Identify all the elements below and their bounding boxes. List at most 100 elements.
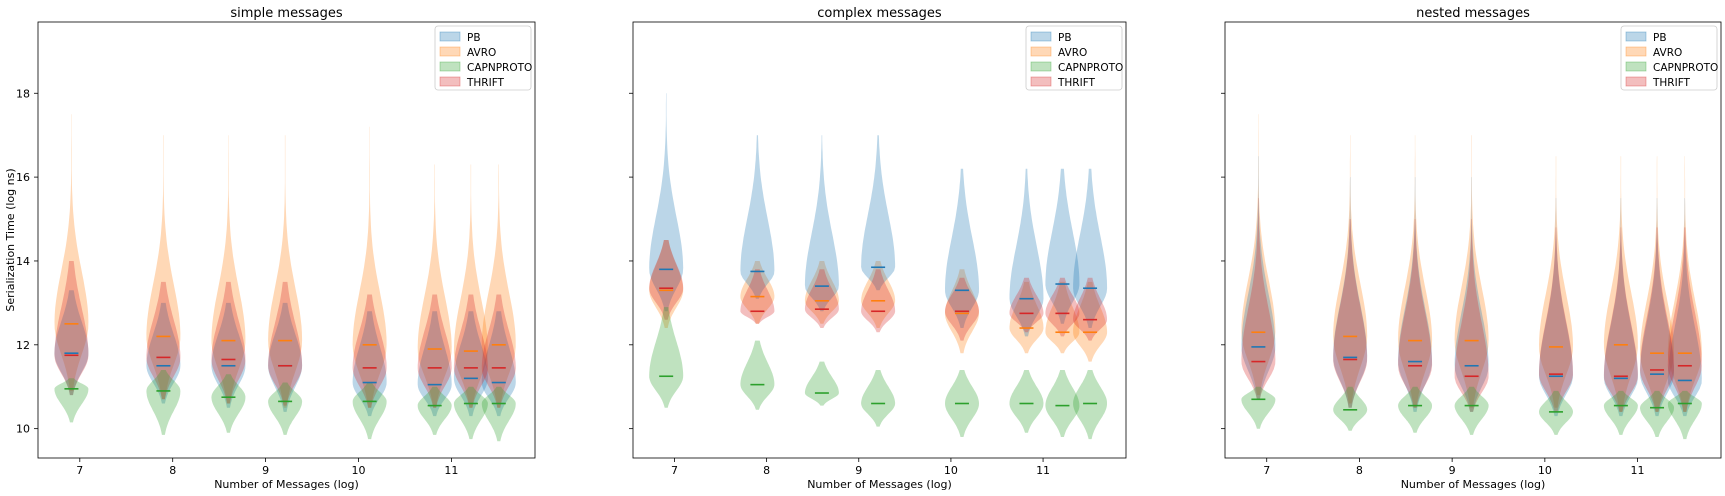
legend: PB AVRO CAPNPROTO THRIFT bbox=[1025, 25, 1123, 91]
violin-thrift bbox=[481, 294, 516, 408]
violin-capnproto bbox=[740, 340, 775, 410]
x-tick-label: 11 bbox=[444, 464, 458, 477]
violin-pb bbox=[1539, 198, 1573, 417]
violin-avro bbox=[1454, 135, 1489, 408]
violin-capnproto bbox=[1241, 386, 1276, 429]
violin-avro bbox=[481, 164, 516, 408]
violin-avro bbox=[211, 135, 246, 404]
violin-avro bbox=[1073, 281, 1108, 362]
violin-thrift bbox=[1045, 277, 1080, 337]
legend-swatch-pb bbox=[439, 31, 461, 42]
x-tick-label: 9 bbox=[1449, 464, 1456, 477]
axes-frame bbox=[37, 21, 536, 459]
chart-title: nested messages bbox=[1416, 6, 1530, 21]
violin-avro bbox=[861, 261, 896, 328]
violin-capnproto bbox=[649, 307, 684, 408]
y-tick-label: 12 bbox=[16, 339, 30, 352]
violin-pb bbox=[649, 93, 684, 312]
violin-avro bbox=[352, 126, 387, 408]
violin-thrift bbox=[649, 240, 684, 320]
legend-swatch-capnproto bbox=[1030, 61, 1052, 72]
violin-pb bbox=[1603, 198, 1638, 417]
chart-panel-2: 7 8 9 10 11 complex messages Number of Message… bbox=[629, 6, 1127, 491]
violin-avro bbox=[804, 261, 839, 324]
violin-avro bbox=[1667, 156, 1702, 412]
violin-pb bbox=[861, 135, 896, 291]
x-tick-label: 10 bbox=[944, 464, 958, 477]
violin-pb bbox=[740, 135, 775, 299]
violin-capnproto bbox=[1539, 390, 1573, 435]
legend-swatch-thrift bbox=[439, 76, 461, 87]
legend-label-thrift: THRIFT bbox=[466, 77, 505, 89]
x-tick-label: 8 bbox=[763, 464, 770, 477]
x-tick-label: 9 bbox=[855, 464, 862, 477]
violin-thrift bbox=[146, 281, 181, 400]
y-tick-label: 14 bbox=[16, 255, 30, 268]
x-axis-label: Number of Messages (log) bbox=[1401, 478, 1546, 491]
violin-capnproto bbox=[417, 386, 452, 435]
violin-pb bbox=[1667, 198, 1702, 417]
x-axis-label: Number of Messages (log) bbox=[214, 478, 359, 491]
violin-avro bbox=[146, 135, 181, 400]
violin-thrift bbox=[1009, 277, 1044, 333]
violin-avro bbox=[268, 135, 303, 408]
violin-capnproto bbox=[54, 378, 89, 423]
x-axis-label: Number of Messages (log) bbox=[807, 478, 952, 491]
y-axis-label: Serialization Time (log ns) bbox=[4, 168, 17, 311]
violin-thrift bbox=[268, 281, 303, 406]
y-tick-label: 16 bbox=[16, 171, 30, 184]
violin-thrift bbox=[352, 294, 387, 408]
x-tick-label: 11 bbox=[1036, 464, 1050, 477]
violin-pb bbox=[352, 311, 387, 417]
violin-thrift bbox=[1333, 219, 1368, 408]
violin-capnproto bbox=[1603, 390, 1638, 435]
legend-swatch-pb bbox=[1030, 31, 1052, 42]
x-tick-label: 7 bbox=[671, 464, 678, 477]
violin-thrift bbox=[1398, 219, 1433, 408]
violin-avro bbox=[417, 164, 452, 408]
legend-swatch-pb bbox=[1625, 31, 1647, 42]
violin-pb bbox=[1009, 168, 1044, 337]
violin-pb bbox=[481, 311, 516, 417]
violin-pb bbox=[1640, 198, 1674, 417]
legend-swatch-capnproto bbox=[1625, 61, 1647, 72]
x-tick-label: 7 bbox=[76, 464, 83, 477]
violin-pb bbox=[1454, 177, 1489, 412]
violin-capnproto bbox=[1398, 386, 1432, 433]
violin-avro bbox=[1640, 156, 1674, 412]
legend-swatch-thrift bbox=[1030, 76, 1052, 87]
x-tick-label: 7 bbox=[1263, 464, 1270, 477]
violin-pb bbox=[417, 311, 452, 417]
x-tick-label: 8 bbox=[169, 464, 176, 477]
violin-thrift bbox=[1241, 198, 1276, 400]
violin-avro bbox=[54, 114, 89, 391]
legend-label-capnproto: CAPNPROTO bbox=[1653, 62, 1718, 74]
chart-panel-3: 7 8 9 10 11 nested messages Number of Messages… bbox=[1221, 6, 1722, 491]
violin-pb bbox=[804, 135, 839, 312]
legend-label-avro: AVRO bbox=[1653, 47, 1682, 59]
violin-avro bbox=[1603, 156, 1638, 412]
legend-swatch-avro bbox=[1030, 46, 1052, 57]
chart-title: complex messages bbox=[817, 6, 942, 21]
legend-box bbox=[1025, 25, 1123, 91]
violin-capnproto bbox=[1454, 386, 1489, 435]
violin-pb bbox=[268, 302, 303, 412]
violin-capnproto bbox=[268, 382, 303, 435]
violin-avro bbox=[1241, 114, 1276, 396]
violin-pb bbox=[54, 290, 89, 396]
y-tick-label: 18 bbox=[16, 87, 30, 100]
violin-pb bbox=[1398, 177, 1432, 412]
violin-pb bbox=[453, 311, 488, 417]
legend-label-pb: PB bbox=[1058, 32, 1072, 44]
violin-thrift bbox=[804, 269, 839, 328]
legend-label-pb: PB bbox=[1653, 32, 1667, 44]
violin-thrift bbox=[54, 261, 89, 396]
legend-box bbox=[434, 25, 532, 91]
legend-label-thrift: THRIFT bbox=[1057, 77, 1096, 89]
violin-pb bbox=[945, 168, 979, 328]
legend: PB AVRO CAPNPROTO THRIFT bbox=[434, 25, 532, 91]
violin-capnproto bbox=[211, 374, 246, 433]
legend-label-pb: PB bbox=[467, 32, 481, 44]
violin-avro bbox=[1333, 135, 1368, 404]
violin-thrift bbox=[1667, 227, 1702, 412]
